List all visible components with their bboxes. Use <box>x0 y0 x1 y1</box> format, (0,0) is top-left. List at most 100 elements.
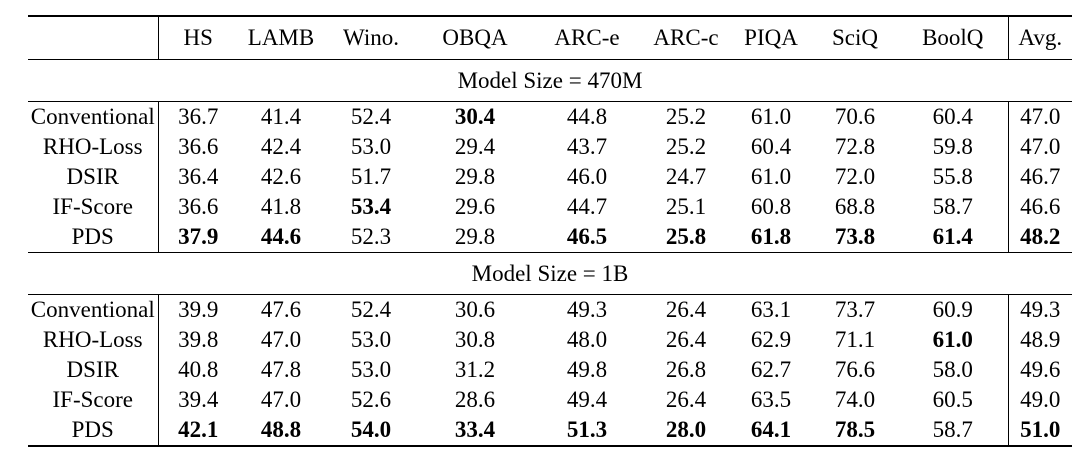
table-row-470m-if-score: IF-Score 36.6 41.8 53.4 29.6 44.7 25.1 6… <box>28 192 1072 222</box>
column-header-avg: Avg. <box>1008 16 1072 60</box>
avg-cell: 49.3 <box>1020 297 1061 322</box>
score-cell: 64.1 <box>750 417 792 442</box>
score-cell: 30.4 <box>454 104 496 129</box>
score-cell: 72.0 <box>834 164 876 189</box>
score-cell: 52.6 <box>350 387 392 412</box>
score-cell: 26.4 <box>665 387 707 412</box>
score-cell: 76.6 <box>834 357 876 382</box>
score-cell: 46.5 <box>532 222 642 253</box>
score-cell: 62.9 <box>750 327 792 352</box>
score-cell: 26.4 <box>665 327 707 352</box>
score-cell: 49.3 <box>566 297 608 322</box>
score-cell: 47.8 <box>260 357 302 382</box>
score-cell: 41.4 <box>260 104 302 129</box>
avg-cell: 51.0 <box>1020 417 1061 442</box>
score-cell: 26.8 <box>665 357 707 382</box>
section-row-1b: Model Size = 1B <box>28 252 1072 295</box>
avg-cell: 49.6 <box>1020 357 1061 382</box>
score-cell: 36.6 <box>178 134 219 159</box>
avg-cell: 46.7 <box>1020 164 1061 189</box>
score-cell: 44.6 <box>238 222 324 253</box>
row-label: PDS <box>28 415 159 446</box>
score-cell: 36.4 <box>178 164 219 189</box>
score-cell: 48.8 <box>260 417 302 442</box>
score-cell: 61.0 <box>898 325 1009 355</box>
avg-cell: 47.0 <box>1020 104 1061 129</box>
avg-cell: 48.2 <box>1008 222 1072 253</box>
table-row-1b-dsir: DSIR 40.8 47.8 53.0 31.2 49.8 26.8 62.7 … <box>28 355 1072 385</box>
table-row-470m-conventional: Conventional 36.7 41.4 52.4 30.4 44.8 25… <box>28 101 1072 132</box>
score-cell: 58.7 <box>898 192 1009 222</box>
score-cell: 60.9 <box>898 294 1009 325</box>
table-row-470m-dsir: DSIR 36.4 42.6 51.7 29.8 46.0 24.7 61.0 … <box>28 162 1072 192</box>
paper-table-figure: HS LAMB Wino. OBQA ARC-e ARC-c PIQA SciQ… <box>28 15 1072 447</box>
row-label: IF-Score <box>28 192 159 222</box>
row-label: Conventional <box>28 294 159 325</box>
column-header-arc-e: ARC-e <box>532 16 642 60</box>
column-header-lamb: LAMB <box>238 16 324 60</box>
score-cell: 53.0 <box>350 357 392 382</box>
score-cell: 58.0 <box>898 355 1009 385</box>
column-header-arc-c: ARC-c <box>642 16 730 60</box>
score-cell: 62.7 <box>750 357 792 382</box>
avg-cell: 49.0 <box>1020 387 1061 412</box>
score-cell: 63.5 <box>750 387 792 412</box>
row-label: Conventional <box>28 101 159 132</box>
score-cell: 70.6 <box>834 104 876 129</box>
score-cell: 60.8 <box>750 194 792 219</box>
section-row-470m: Model Size = 470M <box>28 59 1072 102</box>
score-cell: 68.8 <box>834 194 876 219</box>
score-cell: 74.0 <box>834 387 876 412</box>
row-label: RHO-Loss <box>28 132 159 162</box>
results-table: HS LAMB Wino. OBQA ARC-e ARC-c PIQA SciQ… <box>28 15 1072 447</box>
score-cell: 61.8 <box>730 222 812 253</box>
row-label: DSIR <box>28 355 159 385</box>
score-cell: 51.3 <box>566 417 608 442</box>
table-row-1b-pds: PDS 42.1 48.8 54.0 33.4 51.3 28.0 64.1 7… <box>28 415 1072 446</box>
score-cell: 46.0 <box>566 164 608 189</box>
score-cell: 30.8 <box>454 327 496 352</box>
section-title-1b: Model Size = 1B <box>28 252 1072 295</box>
score-cell: 42.6 <box>260 164 302 189</box>
score-cell: 59.8 <box>898 132 1009 162</box>
column-header-wino: Wino. <box>324 16 418 60</box>
score-cell: 71.1 <box>834 327 876 352</box>
row-label: IF-Score <box>28 385 159 415</box>
column-header-boolq: BoolQ <box>898 16 1009 60</box>
score-cell: 61.0 <box>750 164 792 189</box>
row-label: RHO-Loss <box>28 325 159 355</box>
score-cell: 78.5 <box>834 417 876 442</box>
score-cell: 72.8 <box>834 134 876 159</box>
score-cell: 28.0 <box>665 417 707 442</box>
table-row-1b-rho-loss: RHO-Loss 39.8 47.0 53.0 30.8 48.0 26.4 6… <box>28 325 1072 355</box>
score-cell: 40.8 <box>178 357 219 382</box>
score-cell: 73.7 <box>834 297 876 322</box>
table-row-1b-conventional: Conventional 39.9 47.6 52.4 30.6 49.3 26… <box>28 294 1072 325</box>
score-cell: 60.4 <box>898 101 1009 132</box>
score-cell: 39.8 <box>178 327 219 352</box>
score-cell: 60.5 <box>898 385 1009 415</box>
score-cell: 41.8 <box>260 194 302 219</box>
score-cell: 37.9 <box>158 222 238 253</box>
score-cell: 29.8 <box>418 222 532 253</box>
score-cell: 58.7 <box>898 415 1009 446</box>
score-cell: 53.0 <box>350 327 392 352</box>
avg-cell: 48.9 <box>1020 327 1061 352</box>
score-cell: 49.4 <box>566 387 608 412</box>
column-header-sciq: SciQ <box>812 16 898 60</box>
section-title-470m: Model Size = 470M <box>28 59 1072 102</box>
score-cell: 44.8 <box>566 104 608 129</box>
score-cell: 61.0 <box>750 104 792 129</box>
score-cell: 47.0 <box>260 327 302 352</box>
corner-cell <box>28 16 159 60</box>
score-cell: 44.7 <box>566 194 608 219</box>
score-cell: 36.6 <box>178 194 219 219</box>
score-cell: 52.3 <box>324 222 418 253</box>
score-cell: 47.0 <box>260 387 302 412</box>
score-cell: 26.4 <box>665 297 707 322</box>
table-row-470m-pds: PDS 37.9 44.6 52.3 29.8 46.5 25.8 61.8 7… <box>28 222 1072 253</box>
score-cell: 28.6 <box>454 387 496 412</box>
score-cell: 29.8 <box>454 164 496 189</box>
score-cell: 47.6 <box>260 297 302 322</box>
score-cell: 39.4 <box>178 387 219 412</box>
